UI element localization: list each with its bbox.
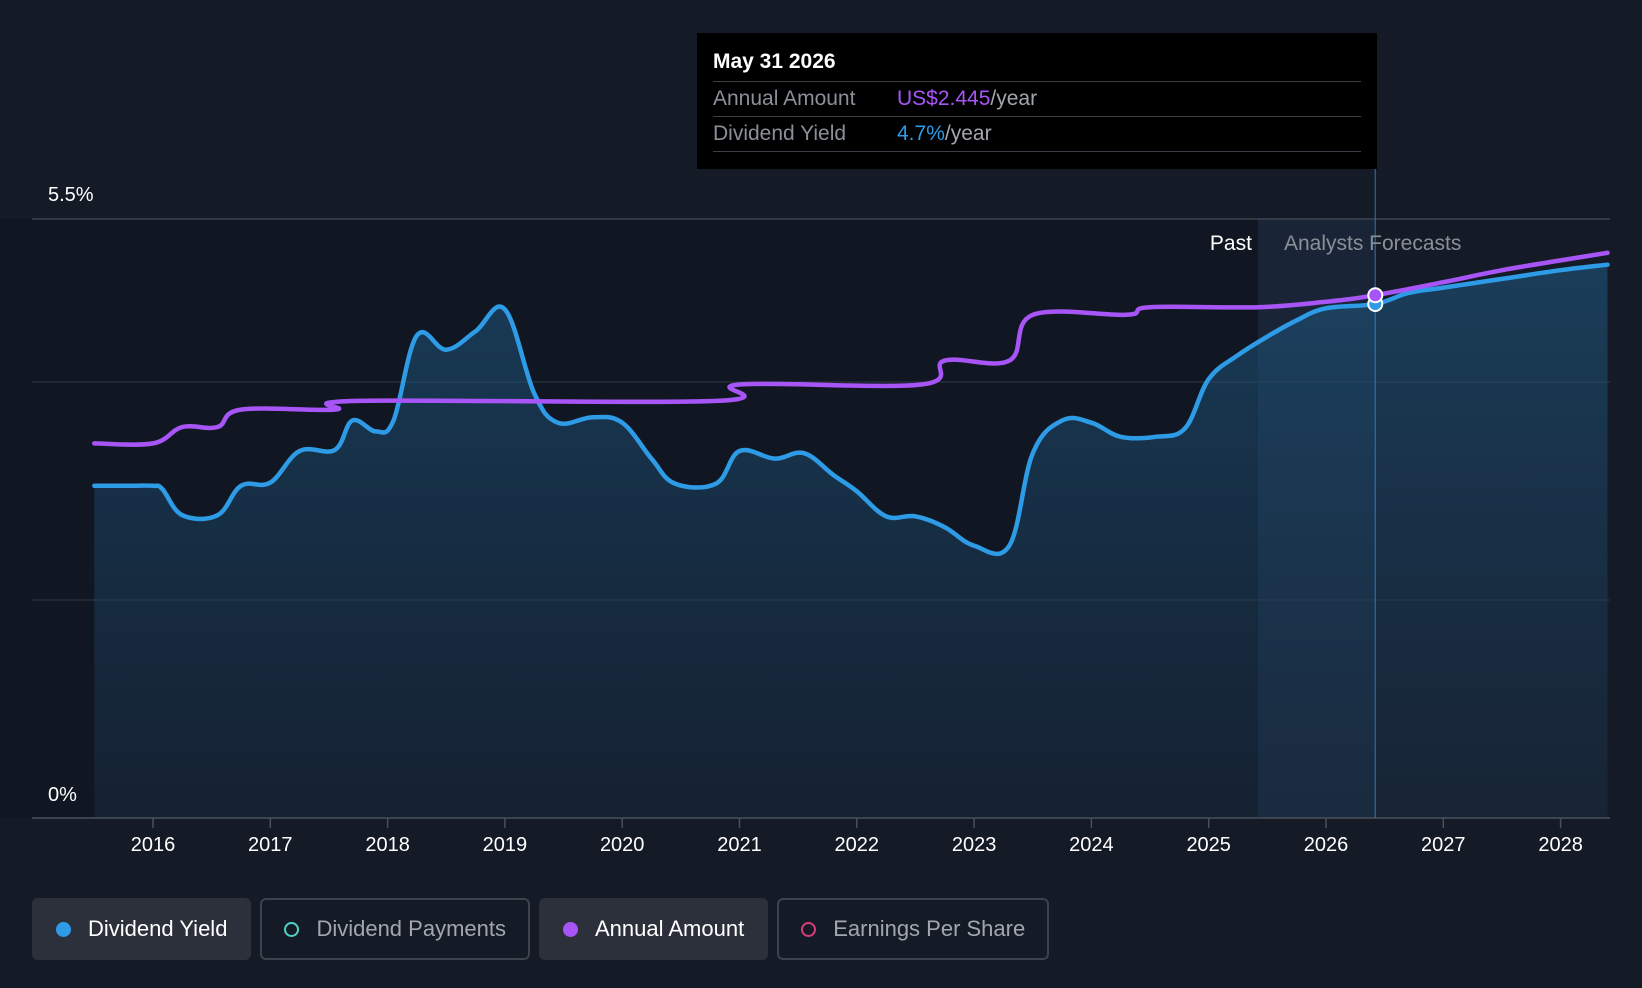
x-tick-label: 2019 xyxy=(483,834,528,856)
legend-label: Dividend Yield xyxy=(88,916,228,941)
x-tick-label: 2028 xyxy=(1538,834,1583,856)
y-axis-label-bottom: 0% xyxy=(48,784,77,806)
legend-label: Dividend Payments xyxy=(316,916,506,941)
tooltip-date: May 31 2026 xyxy=(713,47,1361,82)
tooltip-value: US$2.445 xyxy=(897,87,991,110)
past-label: Past xyxy=(1210,232,1252,255)
annual-amount-marker xyxy=(1367,287,1384,304)
tooltip-row-dividend-yield: Dividend Yield 4.7% /year xyxy=(713,117,1361,152)
x-tick-label: 2027 xyxy=(1421,834,1466,856)
filled-dot-icon xyxy=(56,921,71,937)
chart-legend: Dividend Yield Dividend Payments Annual … xyxy=(32,898,1058,960)
chart-tooltip: May 31 2026 Annual Amount US$2.445 /year… xyxy=(697,33,1377,169)
tooltip-value: 4.7% xyxy=(897,122,945,145)
hollow-dot-icon xyxy=(284,921,300,937)
x-tick-label: 2022 xyxy=(835,834,880,856)
x-tick-label: 2020 xyxy=(600,834,645,856)
x-tick-label: 2024 xyxy=(1069,834,1114,856)
legend-label: Annual Amount xyxy=(594,916,745,941)
tooltip-unit: /year xyxy=(944,122,992,145)
legend-label: Earnings Per Share xyxy=(833,916,1026,941)
tooltip-label: Dividend Yield xyxy=(713,122,847,145)
legend-earnings-per-share[interactable]: Earnings Per Share xyxy=(777,898,1050,960)
tooltip-label: Annual Amount xyxy=(713,87,856,110)
x-tick-label: 2017 xyxy=(248,834,293,856)
x-tick-label: 2025 xyxy=(1186,834,1231,856)
x-tick-label: 2018 xyxy=(365,834,410,856)
y-axis-label-top: 5.5% xyxy=(48,184,94,206)
x-tick-label: 2023 xyxy=(952,834,997,856)
x-tick-label: 2021 xyxy=(717,834,762,856)
legend-dividend-yield[interactable]: Dividend Yield xyxy=(32,898,252,960)
filled-dot-icon xyxy=(562,921,578,937)
tooltip-unit: /year xyxy=(990,87,1038,110)
hollow-dot-icon xyxy=(801,921,817,937)
tooltip-row-annual-amount: Annual Amount US$2.445 /year xyxy=(713,82,1361,117)
legend-annual-amount[interactable]: Annual Amount xyxy=(538,898,769,960)
forecast-label: Analysts Forecasts xyxy=(1284,232,1461,255)
x-tick-label: 2016 xyxy=(131,834,176,856)
x-tick-label: 2026 xyxy=(1304,834,1349,856)
dividend-yield-line xyxy=(92,262,1610,557)
legend-dividend-payments[interactable]: Dividend Payments xyxy=(260,898,530,960)
